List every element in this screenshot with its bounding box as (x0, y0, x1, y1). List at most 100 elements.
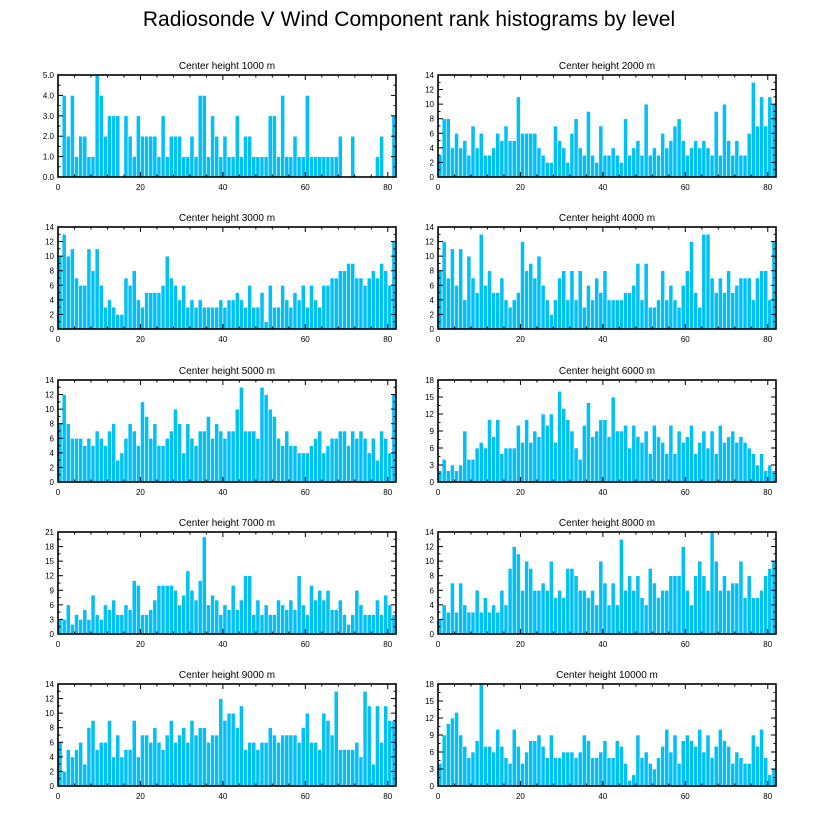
histogram-bar (94, 430, 100, 483)
histogram-bar (610, 147, 616, 178)
histogram-bar (598, 125, 604, 178)
histogram-bar (251, 614, 257, 635)
histogram-bar (565, 162, 571, 178)
histogram-bar (206, 604, 211, 635)
histogram-bar (313, 741, 318, 787)
histogram-bar (263, 741, 269, 787)
panel-8: Center height 8000 m 0 20 40 60 80 0 2 4 6 8 10 12 14 (425, 518, 777, 649)
histogram-bar (520, 763, 525, 787)
histogram-bar (160, 749, 166, 787)
y-tick-label: 12 (425, 86, 434, 95)
histogram-bar (255, 749, 261, 787)
histogram-bar (713, 560, 719, 635)
histogram-bar (483, 746, 488, 787)
histogram-bar (379, 430, 384, 483)
histogram-bar (755, 597, 760, 635)
histogram-bar (280, 604, 286, 635)
histogram-bar (705, 734, 711, 787)
histogram-bar (594, 757, 600, 787)
x-tick-label: 40 (598, 488, 607, 497)
y-tick-label: 12 (425, 543, 434, 552)
histogram-bar (267, 408, 273, 483)
x-tick-label: 80 (383, 488, 392, 497)
histogram-bar (214, 734, 220, 787)
y-tick-label: 6 (50, 281, 55, 290)
y-tick-label: 4 (50, 449, 55, 458)
y-tick-label: 10 (45, 252, 54, 261)
histogram-bar (193, 156, 199, 178)
histogram-bar (487, 154, 492, 178)
histogram-bar (487, 611, 492, 635)
histogram-bar (689, 425, 694, 483)
histogram-bar (685, 270, 690, 330)
y-tick-label: 12 (45, 572, 54, 581)
histogram-bar (614, 604, 620, 635)
histogram-bar (548, 314, 554, 330)
histogram-bar (358, 604, 364, 635)
histogram-bar (759, 270, 764, 330)
histogram-bar (660, 442, 666, 483)
histogram-bar (263, 321, 269, 330)
y-tick-label: 0 (50, 782, 55, 791)
histogram-bar (441, 459, 447, 483)
histogram-bar (140, 734, 145, 787)
histogram-bar (656, 436, 661, 483)
histogram-bar (676, 575, 682, 635)
y-tick-label: 0 (430, 630, 435, 639)
histogram-bar (168, 430, 174, 483)
histogram-bar (226, 430, 232, 483)
histogram-bar (470, 277, 476, 330)
panel-title: Center height 8000 m (559, 518, 655, 529)
histogram-bar (738, 436, 744, 483)
histogram-bar (366, 452, 372, 483)
x-tick-label: 40 (598, 183, 607, 192)
histogram-bar (680, 740, 686, 787)
histogram-bar (65, 749, 71, 787)
histogram-bar (652, 425, 657, 483)
histogram-bar (103, 445, 108, 483)
histogram-bar (164, 734, 170, 787)
histogram-bar (296, 299, 302, 330)
histogram-bar (144, 614, 149, 635)
histogram-bar (255, 437, 261, 483)
y-tick-label: 6 (430, 748, 435, 757)
histogram-bar (119, 756, 125, 787)
histogram-bar (689, 604, 694, 635)
histogram-bar (288, 306, 294, 330)
chart-main-title: Radiosonde V Wind Component rank histogr… (142, 8, 676, 31)
histogram-bar (329, 437, 335, 483)
histogram-bar (495, 729, 501, 787)
histogram-bar (346, 445, 351, 483)
histogram-bar (185, 570, 191, 635)
histogram-bar (168, 277, 174, 330)
histogram-bar (164, 156, 170, 178)
histogram-bar (445, 723, 451, 787)
histogram-bar (602, 270, 608, 330)
histogram-bar (693, 746, 698, 787)
y-tick-label: 14 (45, 376, 54, 385)
x-tick-label: 0 (56, 488, 61, 497)
histogram-bar (577, 751, 583, 787)
histogram-bar (590, 757, 595, 787)
histogram-bar (598, 292, 604, 330)
histogram-bar (189, 720, 195, 787)
histogram-bar (759, 96, 764, 178)
histogram-bar (329, 277, 335, 330)
histogram-bar (115, 115, 121, 178)
histogram-bar (189, 589, 195, 635)
histogram-bar (462, 746, 468, 787)
histogram-bar (594, 604, 600, 635)
histogram-bar (639, 299, 645, 330)
histogram-bar (222, 604, 228, 635)
panel-3: Center height 3000 m 0 20 40 60 80 0 2 4 6 8 10 12 14 (45, 213, 397, 344)
histogram-bar (544, 757, 550, 787)
panel-title: Center height 1000 m (179, 61, 275, 72)
histogram-bar (173, 408, 178, 483)
x-tick-label: 60 (301, 488, 310, 497)
histogram-bar (148, 741, 154, 787)
histogram-bar (173, 135, 178, 178)
histogram-bar (70, 248, 75, 330)
histogram-bar (160, 585, 166, 635)
histogram-bar (573, 118, 579, 178)
histogram-bar (156, 156, 162, 178)
